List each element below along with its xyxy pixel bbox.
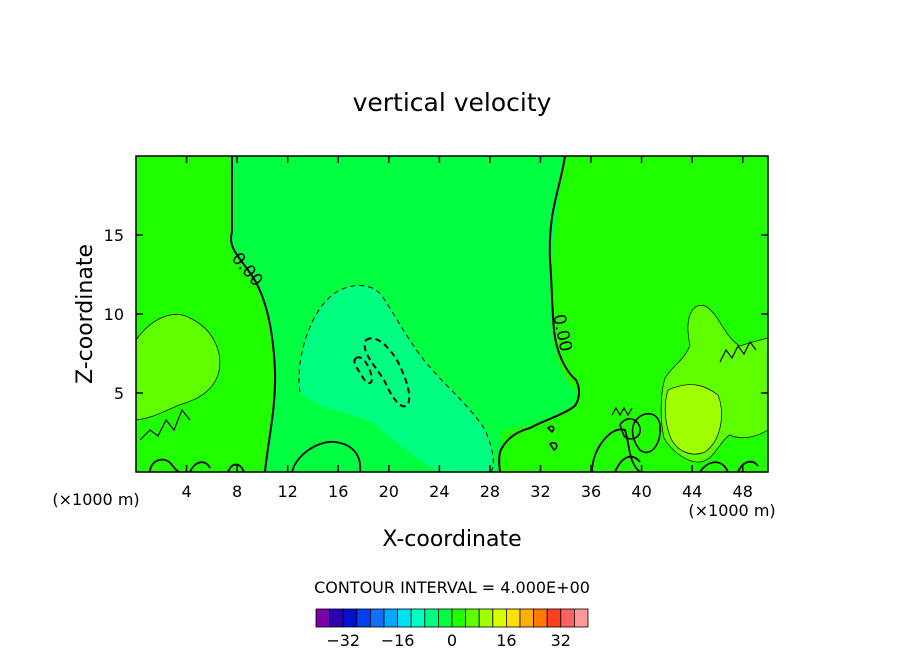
contour-zero-bottom-cells bbox=[149, 428, 759, 472]
colorbar-swatch bbox=[369, 608, 385, 628]
region-central-downdraft bbox=[299, 285, 494, 472]
x-tick-label: 16 bbox=[328, 482, 348, 501]
x-tick-label: 4 bbox=[181, 482, 191, 501]
colorbar-label: 0 bbox=[447, 631, 457, 650]
y-tick-label: 10 bbox=[104, 305, 124, 324]
y-tick-label: 5 bbox=[114, 384, 124, 403]
colorbar-swatch bbox=[505, 608, 521, 628]
plot-area: 0.00 0.00 bbox=[136, 156, 768, 472]
colorbar-swatch bbox=[519, 608, 535, 628]
x-axis-label: X-coordinate bbox=[382, 527, 521, 552]
colorbar-label: −16 bbox=[381, 631, 415, 650]
colorbar-swatch bbox=[546, 608, 562, 628]
colorbar-swatch bbox=[397, 608, 412, 628]
x-tick-label: 28 bbox=[480, 482, 500, 501]
colorbar-swatch bbox=[342, 608, 358, 628]
x-tick-label: 48 bbox=[733, 482, 753, 501]
colorbar-label: 32 bbox=[551, 631, 571, 650]
y-axis-label: Z-coordinate bbox=[73, 244, 98, 384]
colorbar-label: 16 bbox=[496, 631, 516, 650]
x-tick-label: 24 bbox=[429, 482, 449, 501]
contour-zero-small-loops bbox=[546, 412, 661, 454]
colorbar-swatch bbox=[560, 608, 575, 628]
contour-negative-outer bbox=[298, 285, 494, 472]
colorbar-swatch bbox=[465, 608, 480, 628]
colorbar-swatch bbox=[492, 608, 507, 628]
x-tick-label: 32 bbox=[530, 482, 550, 501]
region-right-updraft-core bbox=[664, 384, 722, 455]
z-unit-label: (×1000 m) bbox=[52, 490, 139, 509]
region-left-updraft bbox=[136, 314, 221, 421]
contour-interval-text: CONTOUR INTERVAL = 4.000E+00 bbox=[314, 578, 590, 597]
colorbar-swatch bbox=[574, 608, 589, 628]
x-tick-label: 40 bbox=[631, 482, 651, 501]
x-tick-label: 8 bbox=[232, 482, 242, 501]
contour-zero-wiggles bbox=[139, 340, 757, 441]
colorbar-swatch bbox=[533, 608, 548, 628]
colorbar-swatch bbox=[437, 608, 453, 628]
colorbar-swatch bbox=[478, 608, 494, 628]
colorbar bbox=[315, 608, 589, 628]
x-unit-label: (×1000 m) bbox=[688, 501, 775, 520]
x-axis-ticks: 4 8 12 16 20 24 28 32 36 40 44 48 bbox=[181, 156, 753, 501]
colorbar-labels: −32 −16 0 16 32 bbox=[326, 631, 571, 650]
colorbar-swatch bbox=[315, 608, 331, 628]
contour-zero-right bbox=[498, 156, 580, 472]
colorbar-swatch bbox=[356, 608, 371, 628]
colorbar-label: −32 bbox=[326, 631, 360, 650]
contour-zero-left bbox=[230, 156, 277, 472]
colorbar-swatch bbox=[451, 608, 467, 628]
x-tick-label: 20 bbox=[379, 482, 399, 501]
colorbar-swatch bbox=[424, 608, 439, 628]
x-tick-label: 36 bbox=[581, 482, 601, 501]
chart-title: vertical velocity bbox=[353, 88, 552, 117]
contour-negative-core-2 bbox=[353, 356, 374, 384]
colorbar-swatch bbox=[410, 608, 426, 628]
colorbar-swatch bbox=[383, 608, 399, 628]
x-tick-label: 12 bbox=[278, 482, 298, 501]
x-tick-label: 44 bbox=[682, 482, 702, 501]
y-tick-label: 15 bbox=[104, 226, 124, 245]
y-axis-ticks: 5 10 15 bbox=[104, 226, 768, 403]
colorbar-swatch bbox=[329, 608, 344, 628]
